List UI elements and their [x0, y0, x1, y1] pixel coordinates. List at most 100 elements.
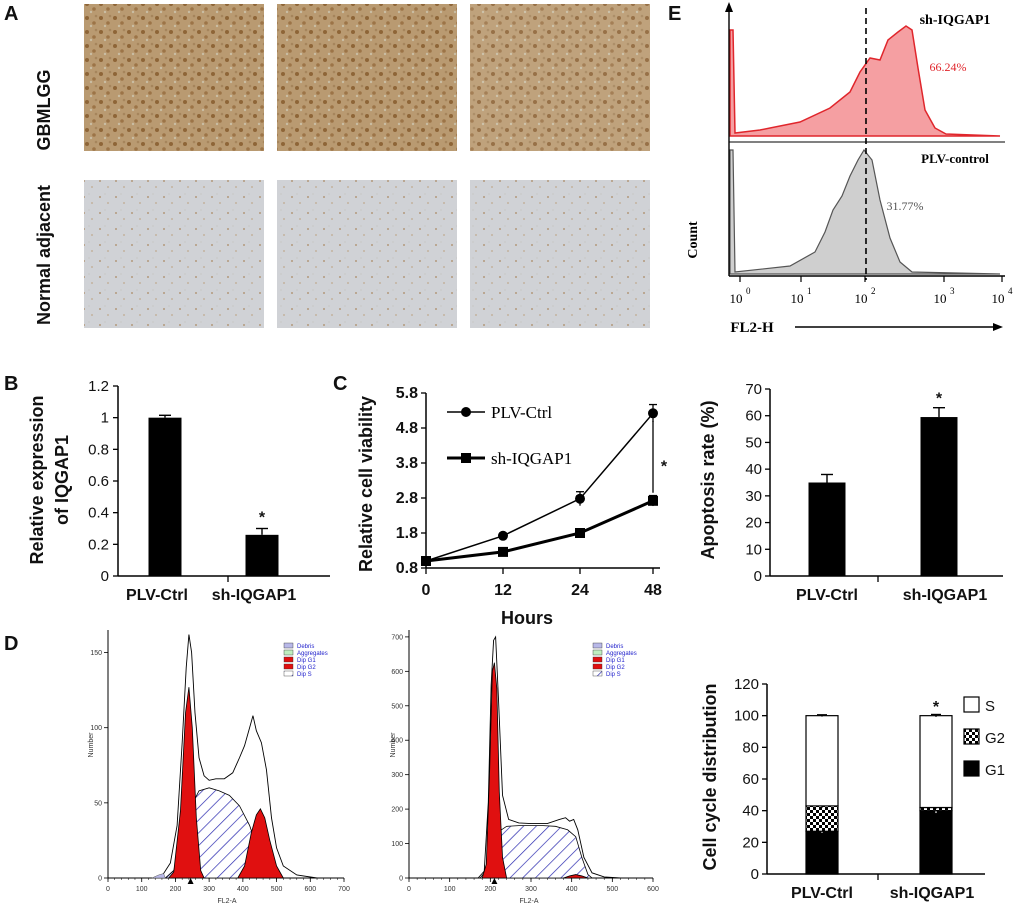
- b-ytick-label: 0.4: [88, 505, 109, 522]
- b-ytick-label: 0.8: [88, 441, 109, 458]
- b-ytick-label: 0: [101, 568, 109, 585]
- hist-ytick-label: 400: [391, 738, 403, 745]
- b-ylabel-line2: of IQGAP1: [52, 435, 72, 525]
- dbar-category-label: PLV-Ctrl: [791, 885, 853, 902]
- dip-g1-area: [167, 687, 205, 879]
- hist-legend-swatch: [592, 656, 603, 663]
- row-label-gbmlgg: GBMLGG: [34, 70, 54, 151]
- c-ytick-label: 1.8: [396, 525, 418, 542]
- total-profile-line: [477, 635, 621, 879]
- hist-legend-label: Debris: [606, 644, 623, 650]
- c-ytick-label: 2.8: [396, 490, 418, 507]
- e-ytick-label: 10: [745, 541, 762, 558]
- normal-tissue-image: [84, 180, 264, 328]
- flow-label-plv-control: PLV-control: [921, 151, 989, 166]
- d1-xlabel: FL2-A: [217, 898, 236, 905]
- hist-legend-swatch: [283, 663, 294, 670]
- c-ytick-label: 5.8: [396, 385, 418, 402]
- hist-xtick-label: 100: [444, 886, 456, 893]
- row-label-normal-adjacent: Normal adjacent: [34, 185, 54, 325]
- dbar-legend-label: G1: [985, 762, 1005, 779]
- flow-percent-plv-control: 31.77%: [887, 199, 924, 213]
- e-ytick-label: 70: [745, 381, 762, 398]
- c-series-line: [425, 412, 654, 562]
- dbar-segment: [919, 810, 953, 875]
- dbar-ytick-label: 60: [742, 771, 759, 788]
- e-ytick-label: 30: [745, 488, 762, 505]
- hist-xtick-label: 300: [525, 886, 537, 893]
- c-point-circle: [498, 530, 508, 541]
- dbar-legend-swatch: [963, 728, 980, 745]
- flow-xlabel-arrow-icon: [993, 323, 1003, 331]
- bar-chart-iqgap1: Relative expression of IQGAP1 0 0.2 0.4 0.6…: [27, 378, 330, 604]
- e-bar: [920, 417, 958, 576]
- hist-ytick-label: 0: [98, 876, 102, 883]
- hist-legend-swatch: [283, 656, 294, 663]
- e-ytick-label: 40: [745, 461, 762, 478]
- panel-label-d: D: [4, 633, 18, 655]
- hist-legend-swatch: [283, 670, 294, 677]
- hist-xtick-label: 0: [407, 886, 411, 893]
- c-ytick-label: 4.8: [396, 420, 418, 437]
- hist-xtick-label: 200: [170, 886, 182, 893]
- dbar-legend-label: G2: [985, 730, 1005, 747]
- d2-ylabel: Number: [390, 732, 397, 758]
- dbar-ytick-label: 40: [742, 803, 759, 820]
- hist-ytick-label: 100: [391, 841, 403, 848]
- cell-cycle-histogram-plv: Number FL2-A 0 50 100 150 0 100 200 300 400 500 60…: [88, 630, 350, 905]
- hist-legend-swatch: [283, 642, 294, 649]
- flow-xticks: 10 0 10 1 10 2 10 3 10 4: [730, 276, 1013, 306]
- flow-xtick-exponent: 1: [807, 286, 812, 296]
- flow-xtick-exponent: 0: [746, 286, 751, 296]
- c-xtick-label: 0: [422, 582, 431, 599]
- hist-legend-label: Dip G2: [297, 665, 316, 671]
- hist-ytick-label: 50: [94, 800, 102, 807]
- flow-y-arrow-icon: [725, 2, 733, 12]
- flow-xtick-exponent: 3: [950, 286, 955, 296]
- flow-plv-control-area: [729, 148, 1001, 275]
- dbar-ylabel: Cell cycle distribution: [700, 683, 720, 870]
- flow-ylabel: Count: [686, 221, 701, 259]
- e-bar: [808, 482, 846, 576]
- panel-label-b: B: [4, 373, 18, 395]
- dip-g2-area: [237, 808, 284, 879]
- hist-ytick-label: 100: [90, 725, 102, 732]
- b-category-label: PLV-Ctrl: [126, 587, 188, 604]
- c-point-square: [421, 556, 431, 566]
- hist-ytick-label: 600: [391, 669, 403, 676]
- panel-label-a: A: [4, 3, 18, 25]
- c-legend-circle: [461, 407, 471, 417]
- c-point-circle: [575, 493, 585, 504]
- flow-xtick-label: 10: [791, 291, 804, 306]
- hist-legend-label: Dip S: [606, 672, 621, 678]
- dbar-segment: [805, 715, 839, 807]
- g1-peak-marker-icon: [187, 878, 194, 884]
- normal-tissue-image: [470, 180, 650, 328]
- c-xtick-label: 24: [571, 582, 589, 599]
- hist-xtick-label: 300: [203, 886, 215, 893]
- e-category-label: PLV-Ctrl: [796, 587, 858, 604]
- hist-xtick-label: 400: [566, 886, 578, 893]
- flow-xtick-exponent: 4: [1008, 286, 1013, 296]
- c-point-circle: [648, 408, 658, 419]
- ihc-stain-image: [277, 4, 457, 151]
- dip-g2-area: [563, 874, 589, 879]
- bar-chart-apoptosis: Apoptosis rate (%) 0 10 20 30 40 50 60 70 PLV-Ct…: [698, 381, 1003, 604]
- flow-xtick-exponent: 2: [871, 286, 876, 296]
- stacked-bar-cell-cycle: Cell cycle distribution 0 20 40 60 80 100 120 P…: [700, 676, 1005, 902]
- dbar-ytick-label: 0: [751, 866, 759, 883]
- c-xlabel: Hours: [501, 608, 553, 628]
- dbar-legend-label: S: [985, 698, 995, 715]
- hist-legend-swatch: [592, 663, 603, 670]
- hist-legend-label: Dip G2: [606, 665, 625, 671]
- panel-label-c: C: [333, 373, 347, 395]
- b-ytick-label: 1: [101, 410, 109, 427]
- hist-ytick-label: 200: [391, 807, 403, 814]
- flow-xlabel: FL2-H: [730, 320, 774, 336]
- e-ytick-label: 50: [745, 434, 762, 451]
- flow-xtick-label: 10: [934, 291, 947, 306]
- c-ytick-label: 0.8: [396, 560, 418, 577]
- hist-legend-label: Aggregates: [297, 651, 328, 657]
- hist-legend-label: Debris: [297, 644, 314, 650]
